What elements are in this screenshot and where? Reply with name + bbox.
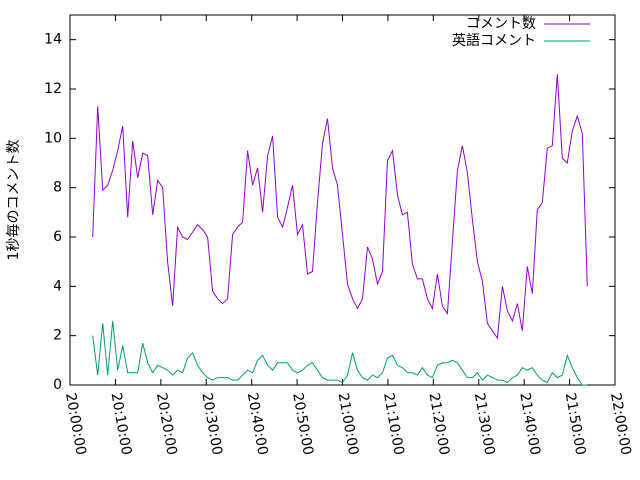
x-tick-label: 20:10:00	[108, 392, 135, 457]
x-tick-label: 20:50:00	[289, 392, 316, 457]
y-tick-label: 6	[53, 229, 62, 245]
x-tick-label: 20:30:00	[198, 392, 225, 457]
x-tick-label: 22:00:00	[607, 392, 634, 457]
legend-label: 英語コメント	[452, 32, 536, 49]
x-tick-label: 20:40:00	[244, 392, 271, 457]
x-tick-label: 21:00:00	[335, 392, 362, 457]
series-line	[92, 74, 588, 340]
x-tick-label: 20:20:00	[153, 392, 180, 457]
y-tick-label: 4	[53, 278, 62, 294]
x-tick-label: 21:10:00	[380, 392, 407, 457]
y-tick-label: 8	[53, 180, 62, 196]
y-tick-label: 12	[44, 81, 62, 97]
y-tick-label: 10	[44, 130, 62, 146]
x-tick-label: 21:30:00	[471, 392, 498, 457]
series-line	[92, 320, 588, 386]
x-tick-label: 21:20:00	[425, 392, 452, 457]
legend-label: コメント数	[466, 16, 536, 32]
x-tick-label: 20:00:00	[62, 392, 89, 457]
x-tick-label: 21:40:00	[516, 392, 543, 457]
y-axis-label: 1秒毎のコメント数	[6, 140, 22, 261]
x-tick-label: 21:50:00	[562, 392, 589, 457]
y-tick-label: 14	[44, 32, 62, 48]
y-tick-label: 2	[53, 328, 62, 344]
y-tick-label: 0	[53, 377, 62, 393]
